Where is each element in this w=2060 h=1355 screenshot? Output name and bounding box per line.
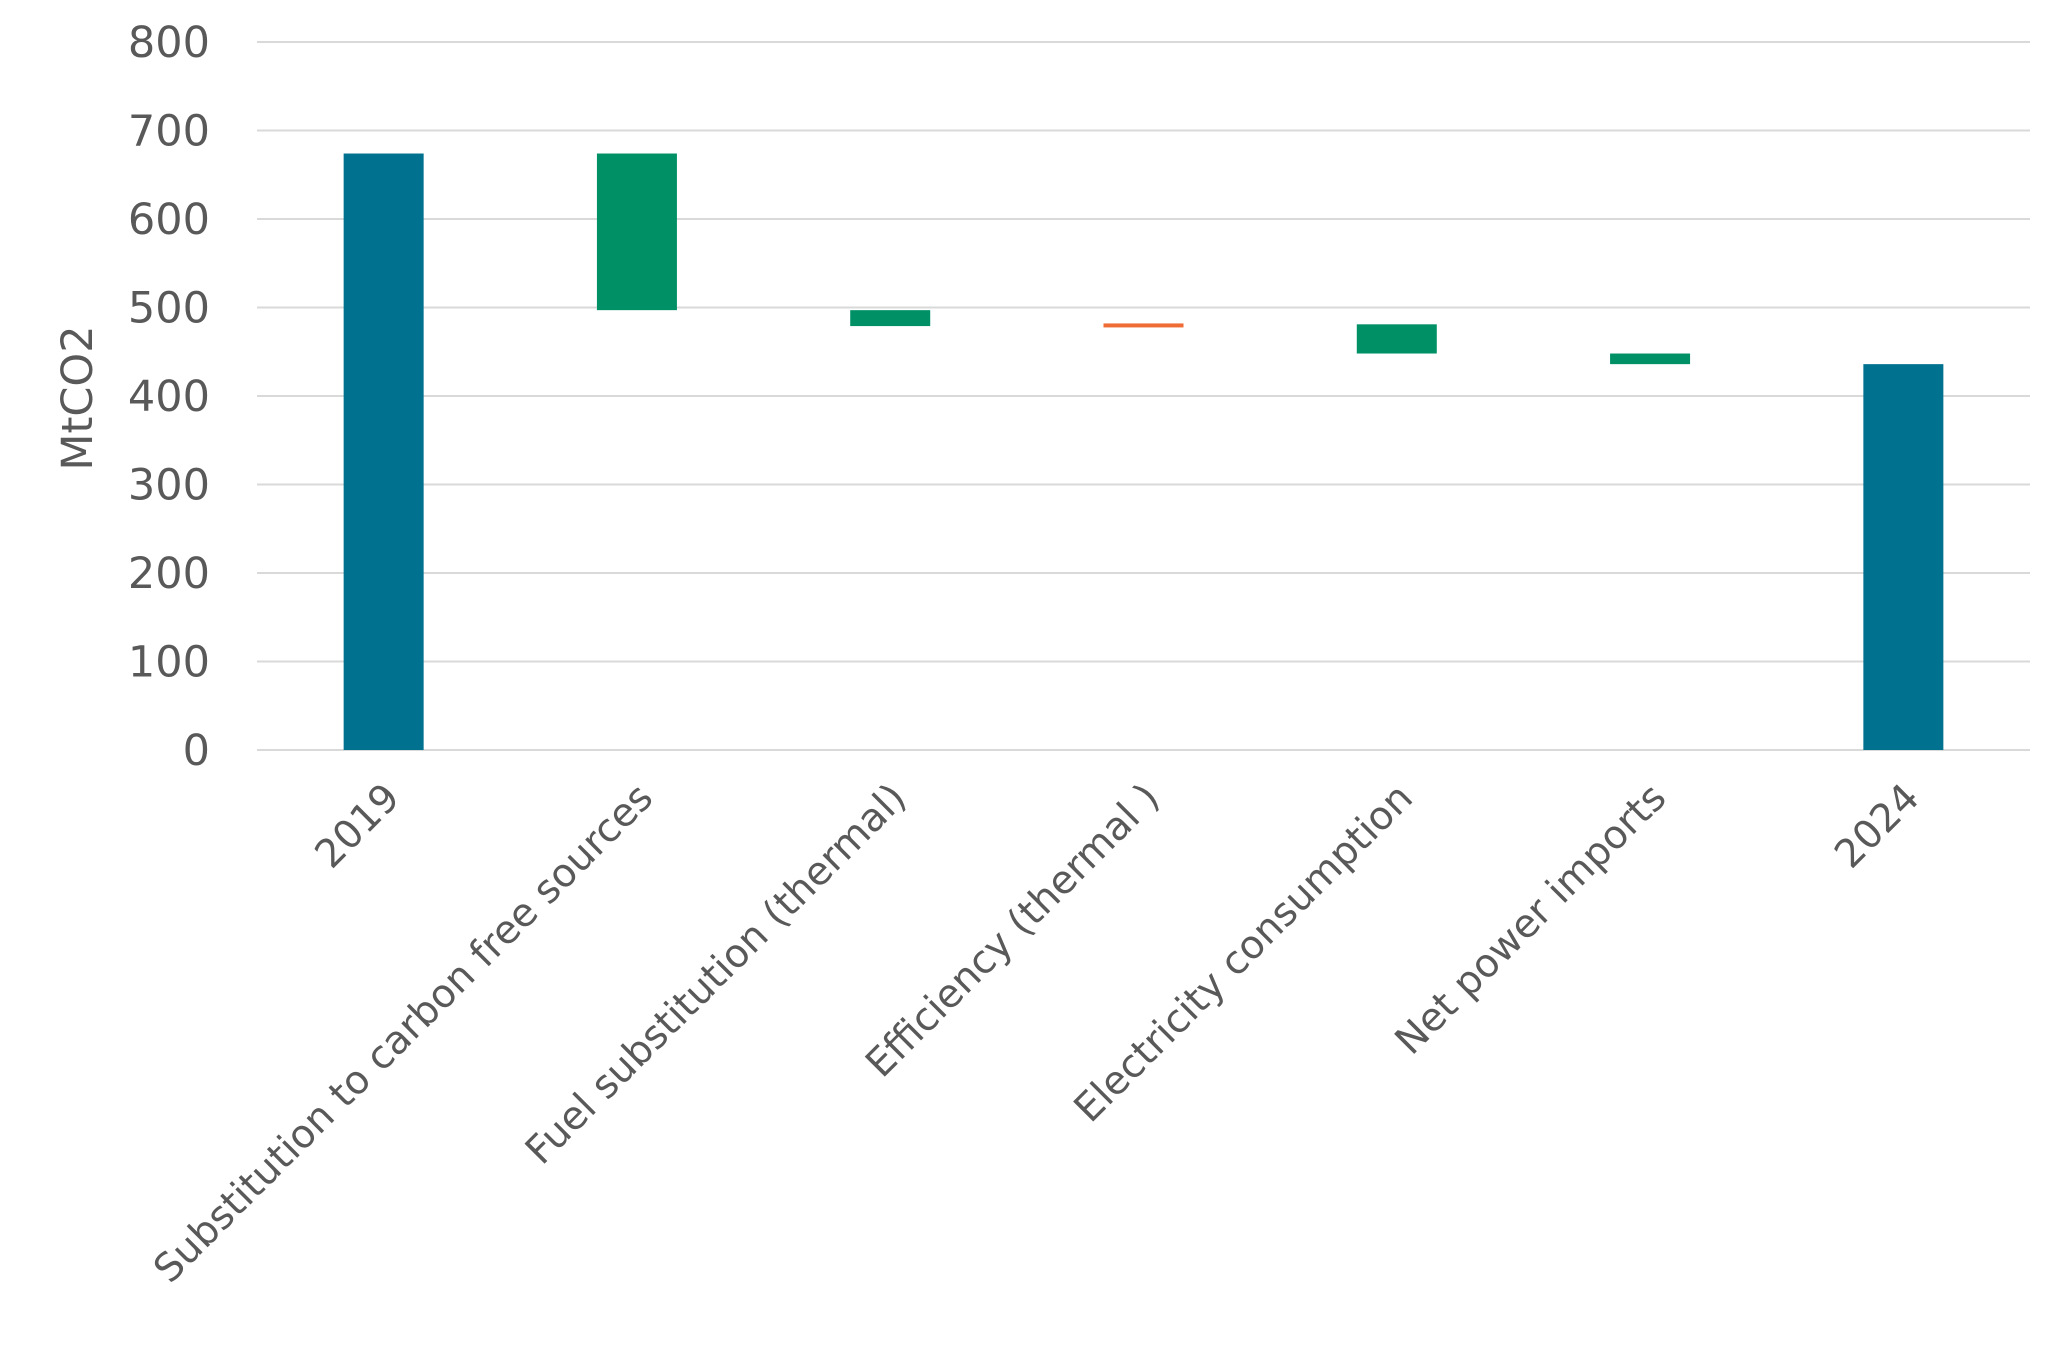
x-category-label: Efficiency (thermal ): [857, 775, 1168, 1086]
bar-decrease: [596, 153, 677, 311]
bar-total: [1863, 364, 1944, 750]
x-category-label: Net power imports: [1387, 775, 1675, 1063]
y-tick-label: 0: [183, 726, 210, 776]
bar-total: [343, 153, 424, 750]
x-category-label: 2019: [307, 775, 409, 877]
y-tick-label: 500: [128, 284, 210, 334]
bars: [343, 153, 1944, 750]
bar-increase: [1103, 323, 1184, 328]
gridlines: [257, 41, 2030, 751]
y-tick-label: 600: [128, 195, 210, 245]
y-tick-label: 700: [128, 107, 210, 157]
x-category-label: 2024: [1826, 775, 1928, 877]
y-tick-label: 200: [128, 549, 210, 599]
y-tick-label: 100: [128, 638, 210, 688]
y-tick-label: 300: [128, 461, 210, 511]
y-axis-tick-labels: 0 100 200 300 400 500 600 700 800: [128, 18, 210, 776]
bar-decrease: [1610, 353, 1691, 365]
y-tick-label: 400: [128, 372, 210, 422]
y-tick-label: 800: [128, 18, 210, 68]
x-category-label: Substitution to carbon free sources: [145, 775, 662, 1292]
y-axis-title: MtCO2: [53, 325, 103, 470]
bar-decrease: [850, 310, 931, 327]
bar-decrease: [1356, 324, 1437, 354]
